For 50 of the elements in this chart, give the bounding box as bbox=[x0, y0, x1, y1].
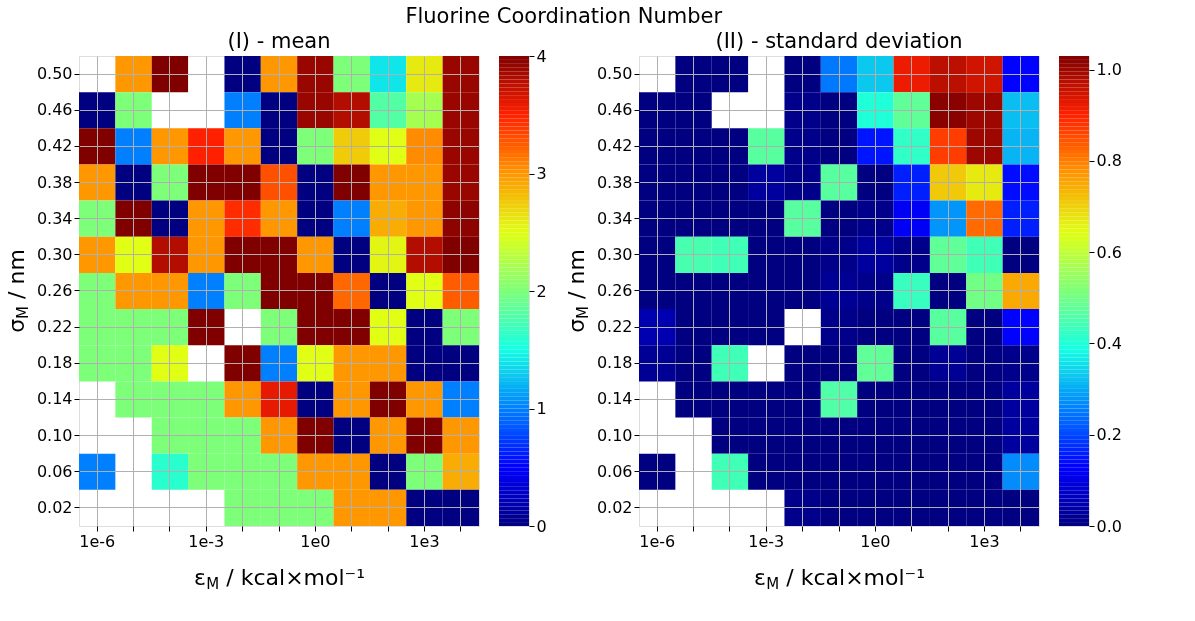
color-bar-label: 2 bbox=[536, 281, 547, 301]
y-tick-label: 0.34 bbox=[596, 208, 633, 228]
y-tick-label: 0.14 bbox=[36, 389, 73, 409]
color-bar-label: 0.4 bbox=[1096, 333, 1122, 353]
color-bar-label: 0.0 bbox=[1096, 516, 1122, 536]
x-tick-label: 1e-3 bbox=[748, 531, 785, 551]
y-tick-label: 0.38 bbox=[596, 172, 633, 192]
x-tick-label: 1e-6 bbox=[639, 531, 676, 551]
y-axis-title: σM / nm bbox=[564, 249, 592, 333]
y-tick-label: 0.22 bbox=[596, 317, 633, 337]
y-tick-label: 0.06 bbox=[36, 461, 73, 481]
x-tick-label: 1e-6 bbox=[79, 531, 116, 551]
x-tick-label: 1e0 bbox=[300, 531, 331, 551]
y-tick-label: 0.06 bbox=[596, 461, 633, 481]
color-bar-label: 1 bbox=[536, 399, 547, 418]
y-tick-label: 0.10 bbox=[36, 425, 73, 445]
text: Fluorine Coordination Number bbox=[405, 3, 723, 28]
y-tick-label: 0.38 bbox=[36, 172, 73, 192]
x-tick-label: 1e3 bbox=[409, 531, 440, 551]
chart-subtitle: (I) - mean bbox=[227, 29, 331, 53]
y-tick-label: 0.10 bbox=[596, 425, 633, 445]
y-tick-label: 0.02 bbox=[36, 497, 73, 517]
y-tick-label: 0.50 bbox=[596, 64, 633, 84]
y-tick-label: 0.26 bbox=[596, 281, 633, 300]
y-tick-label: 0.46 bbox=[36, 100, 73, 120]
y-tick-label: 0.18 bbox=[596, 353, 633, 373]
y-tick-label: 0.42 bbox=[36, 136, 73, 156]
chart-subtitle: (II) - standard deviation bbox=[715, 29, 963, 53]
y-tick-label: 0.26 bbox=[36, 281, 73, 300]
y-tick-label: 0.30 bbox=[36, 244, 73, 264]
y-tick-label: 0.46 bbox=[596, 100, 633, 120]
y-axis-title: σM / nm bbox=[4, 249, 32, 333]
color-bar-label: 0.6 bbox=[1096, 242, 1122, 262]
color-bar-label: 3 bbox=[536, 164, 547, 183]
y-tick-label: 0.14 bbox=[596, 389, 633, 409]
x-tick-label: 1e-3 bbox=[188, 531, 225, 551]
y-tick-label: 0.02 bbox=[596, 497, 633, 517]
y-tick-label: 0.34 bbox=[36, 208, 73, 228]
y-tick-label: 0.42 bbox=[596, 136, 633, 156]
color-bar-label: 0.2 bbox=[1096, 425, 1122, 445]
y-tick-label: 0.50 bbox=[36, 64, 73, 84]
x-tick-label: 1e3 bbox=[969, 531, 1000, 551]
x-tick-label: 1e0 bbox=[860, 531, 891, 551]
color-bar-label: 0 bbox=[536, 516, 547, 536]
color-bar-label: 4 bbox=[536, 46, 547, 66]
color-bar-label: 0.8 bbox=[1096, 151, 1122, 171]
y-tick-label: 0.18 bbox=[36, 353, 73, 373]
color-bar-label: 1.0 bbox=[1096, 60, 1122, 80]
y-tick-label: 0.30 bbox=[596, 244, 633, 264]
y-tick-label: 0.22 bbox=[36, 317, 73, 337]
